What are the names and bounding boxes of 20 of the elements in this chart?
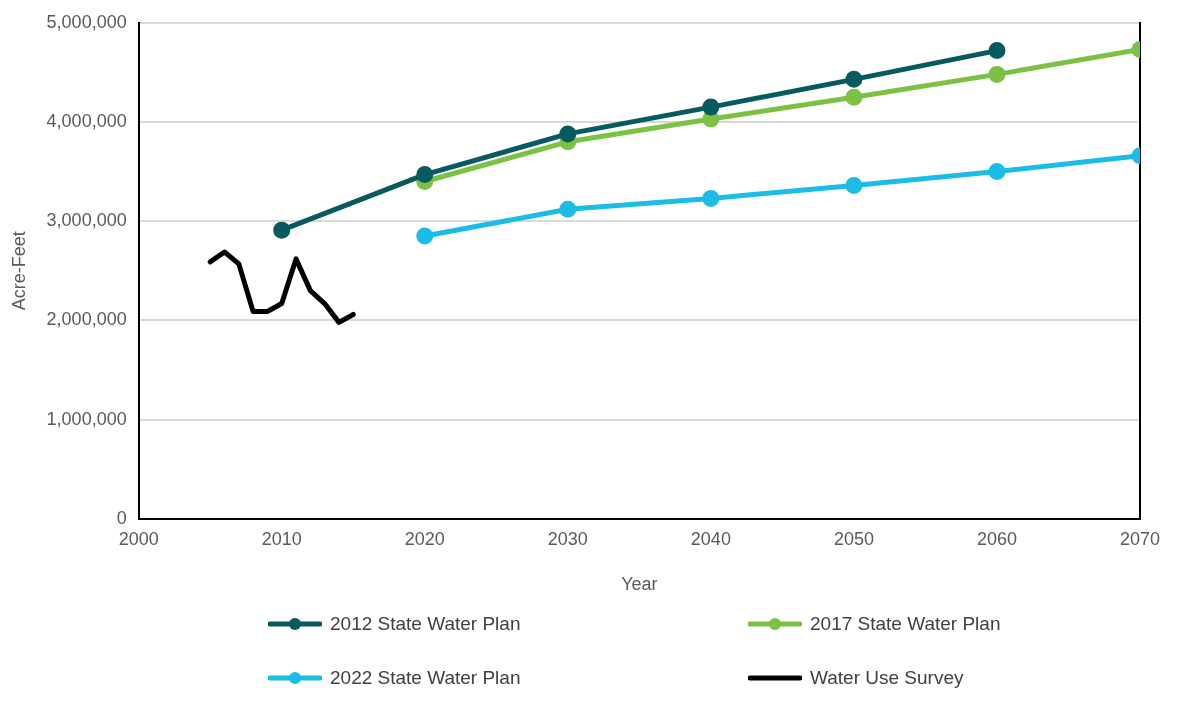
x-tick-label: 2010 — [261, 528, 302, 549]
x-tick-label: 2040 — [690, 528, 731, 549]
x-axis-title: Year — [621, 574, 658, 595]
legend-label: 2022 State Water Plan — [330, 667, 521, 689]
x-tick-label: 2060 — [976, 528, 1017, 549]
x-tick-label: 2030 — [547, 528, 588, 549]
y-axis-title: Acre-Feet — [8, 231, 29, 311]
legend-label: 2017 State Water Plan — [810, 613, 1001, 635]
legend-label: Water Use Survey — [810, 667, 964, 689]
y-tick-label: 1,000,000 — [46, 408, 127, 429]
y-tick-label: 0 — [116, 507, 127, 528]
y-tick-label: 4,000,000 — [46, 110, 127, 131]
x-tick-label: 2000 — [118, 528, 159, 549]
x-tick-label: 2070 — [1119, 528, 1161, 549]
y-tick-label: 3,000,000 — [46, 210, 127, 231]
legend-label: 2012 State Water Plan — [330, 613, 521, 635]
y-tick-label: 5,000,000 — [46, 11, 127, 32]
x-tick-label: 2050 — [833, 528, 874, 549]
y-tick-label: 2,000,000 — [46, 309, 127, 330]
x-tick-label: 2020 — [404, 528, 445, 549]
